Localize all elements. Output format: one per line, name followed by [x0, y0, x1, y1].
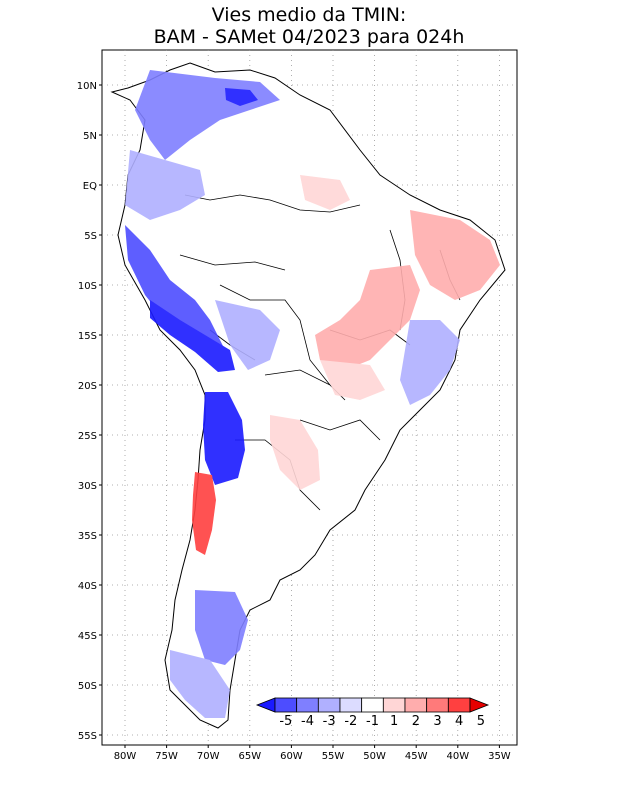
colorbar-segment: [296, 697, 319, 713]
lat-tick-label: 35S: [78, 531, 97, 542]
colorbar: -5 -4 -3 -2 -1 1 2 3 4 5: [255, 697, 490, 729]
colorbar-segment: [274, 697, 298, 713]
lat-tick-label: 25S: [78, 431, 97, 442]
longitude-tick-labels: 80W 75W 70W 65W 60W 55W 50W 45W 40W 35W: [114, 745, 511, 762]
bias-shading: [125, 70, 500, 718]
colorbar-label: 5: [477, 714, 485, 729]
colorbar-label: -3: [323, 714, 336, 729]
map-title-line1: Vies medio da TMIN:: [211, 4, 407, 26]
warm-bias-south-brazil: [320, 360, 385, 400]
latitude-tick-labels: 10N 5N EQ 5S 10S 15S 20S 25S 30S 35S 40S 45S 50S 55S: [77, 81, 102, 742]
colorbar-label: -4: [301, 714, 314, 729]
mixed-bias-northeast: [410, 210, 500, 300]
lat-tick-label: 10S: [78, 281, 97, 292]
cold-bias-north-core: [225, 88, 258, 106]
colorbar-arrow-right: [469, 697, 490, 713]
cold-bias-andes-peru: [125, 225, 230, 365]
land-mass: [110, 62, 506, 729]
lon-tick-label: 40W: [446, 751, 469, 762]
cold-bias-patagonia-south: [170, 650, 230, 718]
colorbar-label: 3: [433, 714, 441, 729]
cold-bias-patagonia: [195, 590, 248, 665]
colorbar-segment: [361, 697, 384, 713]
lat-tick-label: 55S: [78, 731, 97, 742]
cold-bias-colombia: [125, 150, 205, 220]
colorbar-label: -2: [344, 714, 357, 729]
lon-tick-label: 45W: [405, 751, 428, 762]
lat-tick-label: 5N: [83, 131, 97, 142]
lat-tick-label: 5S: [84, 231, 97, 242]
lat-tick-label: 10N: [77, 81, 97, 92]
lon-tick-label: 50W: [363, 751, 386, 762]
colorbar-segment: [426, 697, 449, 713]
colorbar-label: 4: [455, 714, 463, 729]
colorbar-label: -5: [279, 714, 292, 729]
cold-bias-bolivia: [215, 300, 280, 370]
cold-bias-chile-north: [203, 392, 245, 485]
lat-tick-label: 40S: [78, 581, 97, 592]
lon-tick-label: 60W: [280, 751, 303, 762]
cold-bias-east-coast: [400, 320, 460, 405]
lon-tick-label: 80W: [114, 751, 137, 762]
colorbar-label: -1: [366, 714, 379, 729]
lat-tick-label: 45S: [78, 631, 97, 642]
lat-tick-label: EQ: [83, 181, 97, 192]
cold-bias-andes-core: [150, 300, 235, 372]
colorbar-label: 1: [390, 714, 398, 729]
lon-tick-label: 75W: [155, 751, 178, 762]
colorbar-segment: [317, 697, 341, 713]
colorbar-label: 2: [412, 714, 420, 729]
warm-bias-chile-central: [192, 472, 216, 555]
lon-tick-label: 55W: [322, 751, 345, 762]
warm-bias-amazon: [300, 175, 350, 210]
lon-tick-label: 65W: [238, 751, 261, 762]
warm-bias-central-brazil: [315, 265, 420, 370]
lon-tick-label: 35W: [488, 751, 511, 762]
lat-tick-label: 15S: [78, 331, 97, 342]
lat-tick-label: 30S: [78, 481, 97, 492]
lon-tick-label: 70W: [197, 751, 220, 762]
colorbar-segment: [382, 697, 406, 713]
colorbar-segment: [339, 697, 363, 713]
lat-tick-label: 50S: [78, 681, 97, 692]
warm-bias-argentina: [270, 415, 320, 490]
lat-tick-label: 20S: [78, 381, 97, 392]
colorbar-segment: [447, 697, 471, 713]
map-title-line2: BAM - SAMet 04/2023 para 024h: [153, 26, 465, 48]
colorbar-segment: [404, 697, 428, 713]
